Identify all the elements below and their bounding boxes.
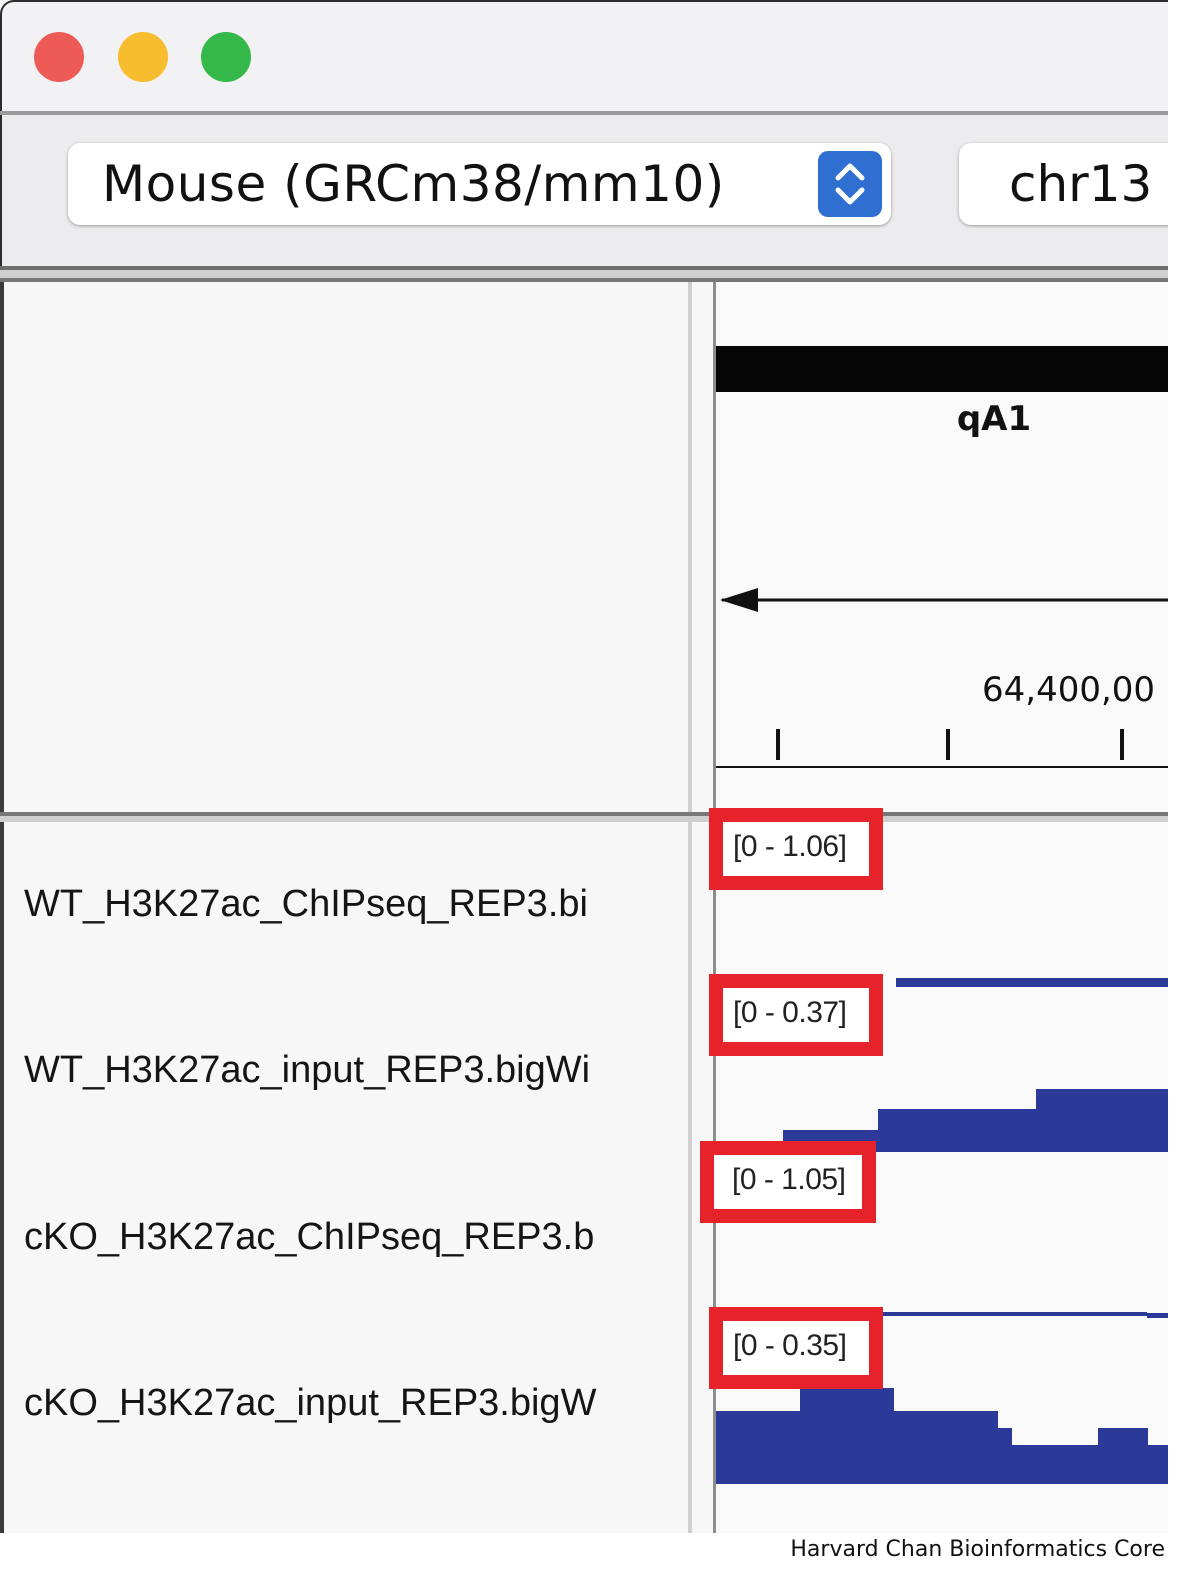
data-range-highlight: [0 - 0.35] — [709, 1307, 883, 1389]
genome-dropdown[interactable]: Mouse (GRCm38/mm10) — [68, 143, 891, 225]
gene-feature[interactable] — [720, 588, 1168, 612]
track-2-signal[interactable] — [783, 1089, 1168, 1152]
data-panel-canvas: qA1 64,400,00 — [716, 346, 1168, 1484]
data-range-label: [0 - 1.05] — [732, 1163, 846, 1196]
data-range-highlight: [0 - 1.06] — [709, 808, 883, 890]
ruler-ticks — [776, 729, 1124, 760]
track-name-1[interactable]: WT_H3K27ac_ChIPseq_REP3.bi — [24, 883, 588, 925]
genome-dropdown-value: Mouse (GRCm38/mm10) — [102, 155, 725, 213]
header-data-divider[interactable] — [0, 812, 1168, 822]
stepper-updown-icon[interactable] — [818, 151, 882, 217]
chromosome-dropdown[interactable]: chr13 — [959, 143, 1168, 225]
ideogram-band-label: qA1 — [957, 399, 1031, 439]
chromosome-ideogram[interactable] — [716, 346, 1168, 392]
arrow-left-icon — [720, 588, 758, 612]
igv-window: Mouse (GRCm38/mm10) chr13 qA1 — [0, 0, 1168, 1533]
title-bar — [0, 0, 1168, 112]
toolbar: Mouse (GRCm38/mm10) chr13 — [0, 115, 1168, 267]
data-range-highlight: [0 - 0.37] — [709, 974, 883, 1056]
ruler-position-label: 64,400,00 — [982, 670, 1155, 710]
track-3-signal[interactable] — [882, 1312, 1168, 1318]
track-name-3[interactable]: cKO_H3K27ac_ChIPseq_REP3.b — [24, 1216, 595, 1258]
track-name-4[interactable]: cKO_H3K27ac_input_REP3.bigW — [24, 1382, 597, 1424]
data-range-label: [0 - 1.06] — [733, 830, 847, 863]
window-left-edge — [0, 282, 4, 1533]
panel-divider[interactable] — [688, 282, 692, 1533]
track-name-2[interactable]: WT_H3K27ac_input_REP3.bigWi — [24, 1049, 591, 1091]
data-panel-border — [713, 282, 716, 1533]
maximize-window-button[interactable] — [201, 32, 251, 82]
close-window-button[interactable] — [34, 32, 84, 82]
titlebar-divider — [0, 111, 1168, 115]
track-name-panel — [4, 282, 688, 1533]
chromosome-dropdown-value: chr13 — [1009, 155, 1153, 213]
data-range-label: [0 - 0.35] — [733, 1329, 847, 1362]
credit-footer: Harvard Chan Bioinformatics Core — [790, 1537, 1165, 1562]
data-range-highlight: [0 - 1.05] — [700, 1141, 876, 1223]
data-range-label: [0 - 0.37] — [733, 996, 847, 1029]
track-1-signal[interactable] — [896, 978, 1168, 987]
minimize-window-button[interactable] — [118, 32, 168, 82]
toolbar-divider — [0, 266, 1168, 282]
